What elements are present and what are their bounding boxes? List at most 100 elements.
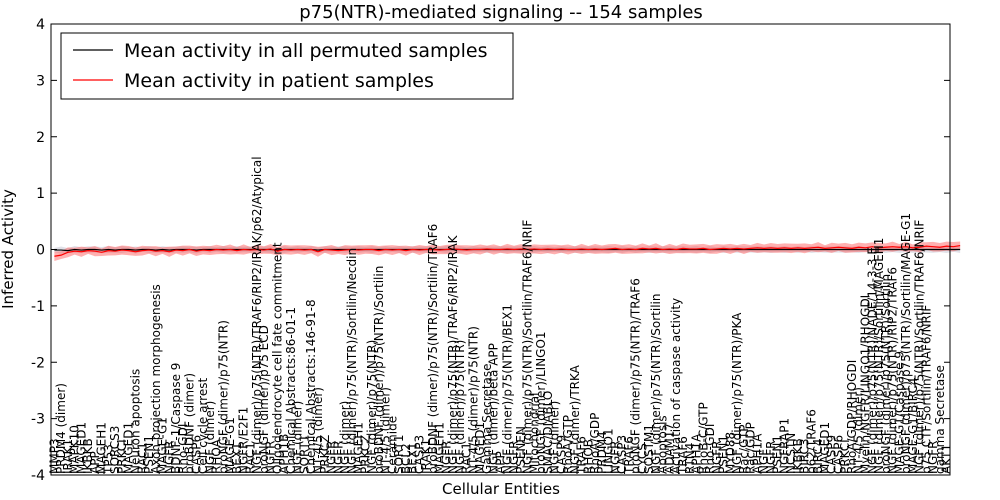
- category-label: NGF (dimer): [291, 401, 305, 474]
- category-label: SMAC/DIABLO: [541, 391, 555, 474]
- category-label: NGFR: [926, 440, 940, 474]
- category-label: NGF (dimer): [548, 401, 562, 474]
- category-label: NGF (dimer)/p75(NTR)/NADE/14-3-3 E: [865, 247, 879, 474]
- category-label: RAC1: [243, 442, 257, 474]
- category-label: TRAF6: [676, 436, 690, 475]
- category-label: PRDM4: [595, 431, 609, 474]
- category-label: SQSTM1: [642, 424, 656, 474]
- category-label: CASP3: [615, 435, 629, 474]
- legend: Mean activity in all permuted samples Me…: [60, 32, 514, 100]
- category-label: PSEN1: [771, 435, 785, 474]
- category-label: AKT1: [940, 444, 954, 474]
- category-label: NGFRAP1: [777, 418, 791, 474]
- category-label: IKBKB: [791, 438, 805, 474]
- category-label: p75 CTF/Sortilin/TRAF6/NRIF: [919, 305, 933, 474]
- category-label: RhoB-C/GTP: [696, 402, 710, 474]
- y-tick-label: -3: [31, 412, 45, 428]
- legend-label-permuted: Mean activity in all permuted samples: [124, 40, 487, 62]
- category-label: TRAF6: [622, 436, 636, 475]
- category-label: NGFR: [507, 440, 521, 474]
- category-label: NGFR: [162, 440, 176, 474]
- category-label: NGF (dimer)/p75(NTR): [365, 340, 379, 474]
- category-label: Rac/GDP: [744, 422, 758, 474]
- category-label: NGFR: [264, 440, 278, 474]
- category-label: PRKCZ: [358, 435, 372, 474]
- category-label: Mitochondrial: [527, 393, 541, 474]
- category-label: RAC1: [135, 442, 149, 474]
- category-label: MAGE-G1/Caspase 9: [892, 351, 906, 474]
- category-label: NGF (dimer)/p75(NTR)/Sortilin/TRAF6/NRIF: [913, 220, 927, 474]
- category-label: PSENEN: [514, 426, 528, 474]
- category-label: SORT1: [392, 435, 406, 475]
- legend-label-patient: Mean activity in patient samples: [124, 70, 434, 92]
- y-axis-label: Inferred Activity: [0, 189, 17, 309]
- category-label: proNGF (dimer)/p75(NTR)/Sortilin/MAGE-G1: [899, 213, 913, 474]
- category-label: RAC1: [460, 442, 474, 474]
- category-label: APH1A: [690, 433, 704, 474]
- category-label: NGF (dimer)/TRKA: [568, 364, 582, 474]
- category-label: Axon projection morphogenesis: [149, 284, 163, 474]
- category-label: MAGEH1: [352, 422, 366, 474]
- category-label: NGF (dimer): [203, 401, 217, 474]
- category-label: IRAK1: [61, 439, 75, 474]
- category-label: NGF: [757, 449, 771, 474]
- y-tick-label: 3: [36, 73, 45, 89]
- category-label: MAPK10: [68, 425, 82, 474]
- category-label: NT-4/5 (dimer): [852, 387, 866, 474]
- category-label: RTN4: [683, 443, 697, 474]
- y-tick-label: 0: [36, 243, 45, 259]
- category-label: proNGF (dimer)/LINGO1: [534, 331, 548, 474]
- category-label: MAGE-G1/BIRC4: [906, 377, 920, 474]
- category-label: Rho-GDI: [176, 424, 190, 474]
- category-label: PRKCZ: [318, 435, 332, 474]
- category-label: NGF (dimer)/p75(NTR)/RIP2/TRAF6: [886, 267, 900, 474]
- category-label: RHOB: [581, 439, 595, 474]
- category-label: NGFR/E2F1: [237, 407, 251, 474]
- category-label: proBDNF (dimer): [183, 373, 197, 474]
- category-label: SORT1: [297, 435, 311, 475]
- series-line-patient: [54, 244, 961, 257]
- category-label: NGF (dimer)/beta APP: [487, 343, 501, 474]
- category-label: NGF (dimer)/p75(NTR)/Sortilin: [649, 294, 663, 475]
- category-label: PRKCI: [115, 439, 129, 474]
- category-label: proNGF (dimer)/p75(NTR)/TRAF6: [629, 278, 643, 474]
- category-label: Chemical Abstracts:86-01-1: [284, 307, 298, 474]
- chart-title: p75(NTR)-mediated signaling -- 154 sampl…: [299, 2, 703, 23]
- category-label: NGF (dimer)/p75(NTR)/Sortilin/MAGEH1: [872, 238, 886, 474]
- category-label: PRKCI: [838, 439, 852, 474]
- category-label: Ceramide: [385, 416, 399, 474]
- category-label: SORCS3: [108, 426, 122, 474]
- category-label: IRAK1: [419, 439, 433, 474]
- category-label: BIRC3: [798, 438, 812, 474]
- category-label: Activation of caspase activity: [669, 298, 683, 474]
- category-label: APP: [494, 451, 508, 474]
- category-label: proNGF (dimer)/p75(NTR)/Sortilin: [879, 274, 893, 474]
- category-label: MAGE-G1: [156, 417, 170, 474]
- category-label: PSEN1: [142, 435, 156, 474]
- category-label: BIRC4: [811, 438, 825, 474]
- category-label: BCL2: [399, 443, 413, 474]
- category-label: MAGED1: [122, 422, 136, 474]
- category-label: NT-4/5 (dimer): [379, 387, 393, 474]
- category-label: Rac/GTP: [737, 424, 751, 474]
- category-label: RhoA/GDP: [588, 413, 602, 474]
- category-label: IKBKB: [81, 438, 95, 474]
- category-label: MYD88: [723, 432, 737, 474]
- category-label: NGFR: [331, 440, 345, 474]
- category-label: LINGO1: [602, 428, 616, 474]
- y-tick-label: -2: [31, 355, 45, 371]
- category-label: NGFR: [325, 440, 339, 474]
- category-label: CASP6: [189, 435, 203, 474]
- category-label: CYCS: [635, 443, 649, 474]
- category-label: NT-4/5 (dimer): [311, 387, 325, 474]
- category-label: Cell cycle arrest: [196, 378, 210, 474]
- category-label: NGFR: [608, 440, 622, 474]
- category-label: NGF (dimer)/p75(NTR)/TRAF6/RIP2/IRAK: [446, 234, 460, 474]
- category-label: TP53: [101, 444, 115, 475]
- y-tick-label: 4: [36, 17, 45, 33]
- category-label: Apoptosis: [656, 415, 670, 474]
- category-label: MAGE-G1: [223, 417, 237, 474]
- category-label: gamma Secretase: [933, 365, 947, 474]
- category-label: RHOA: [210, 438, 224, 474]
